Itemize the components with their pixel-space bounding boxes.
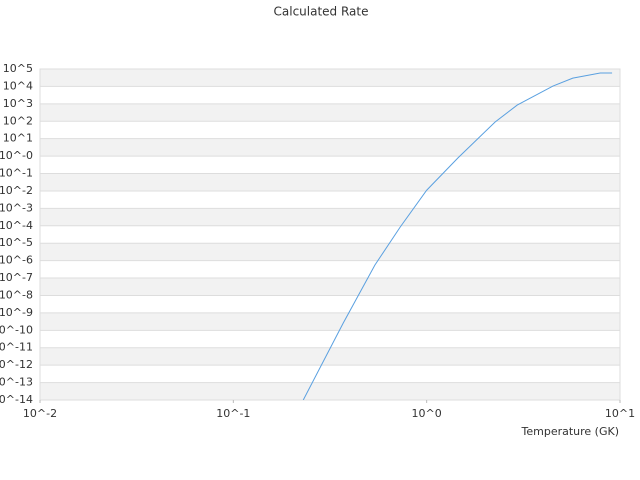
grid-band: [40, 347, 620, 366]
data-line: [302, 72, 613, 400]
grid-band: [40, 69, 620, 87]
grid-band: [40, 103, 620, 122]
grid-band: [40, 382, 620, 400]
y-tick-label: 10^-3: [0, 201, 33, 214]
grid-band: [40, 173, 620, 191]
x-tick-label: 10^0: [412, 407, 442, 420]
grid-band: [40, 312, 620, 331]
grid-band: [40, 278, 620, 296]
y-tick-label: 10^5: [3, 62, 33, 75]
plot-frame: [39, 68, 621, 401]
x-tick-label: 10^-2: [23, 407, 57, 420]
grid-band: [40, 138, 620, 157]
x-tick-label: 10^-1: [216, 407, 250, 420]
y-tick-label: 10^-5: [0, 236, 33, 249]
y-tick-label: 10^-6: [0, 254, 33, 267]
y-tick-label: 10^4: [3, 79, 33, 92]
grid-band: [40, 208, 620, 226]
y-tick-label: 10^-0: [0, 149, 33, 162]
x-tick-label: 10^1: [605, 407, 635, 420]
y-tick-label: 10^3: [3, 97, 33, 110]
y-tick-label: 10^-1: [0, 167, 33, 180]
y-tick-label: 10^-10: [0, 323, 33, 336]
y-tick-label: 10^2: [3, 114, 33, 127]
y-tick-label: 10^-11: [0, 341, 33, 354]
y-tick-label: 10^-7: [0, 271, 33, 284]
y-tick-label: 10^-13: [0, 376, 33, 389]
y-tick-label: 10^-2: [0, 184, 33, 197]
grid-band: [40, 243, 620, 261]
y-tick-label: 10^-4: [0, 219, 33, 232]
x-axis-label: Temperature (GK): [521, 425, 620, 438]
y-tick-label: 10^-12: [0, 358, 33, 371]
y-tick-label: 10^-9: [0, 306, 33, 319]
y-tick-label: 10^1: [3, 132, 33, 145]
y-tick-label: 10^-8: [0, 288, 33, 301]
y-tick-label: 10^-14: [0, 393, 33, 406]
chart-title: Calculated Rate: [274, 5, 369, 19]
